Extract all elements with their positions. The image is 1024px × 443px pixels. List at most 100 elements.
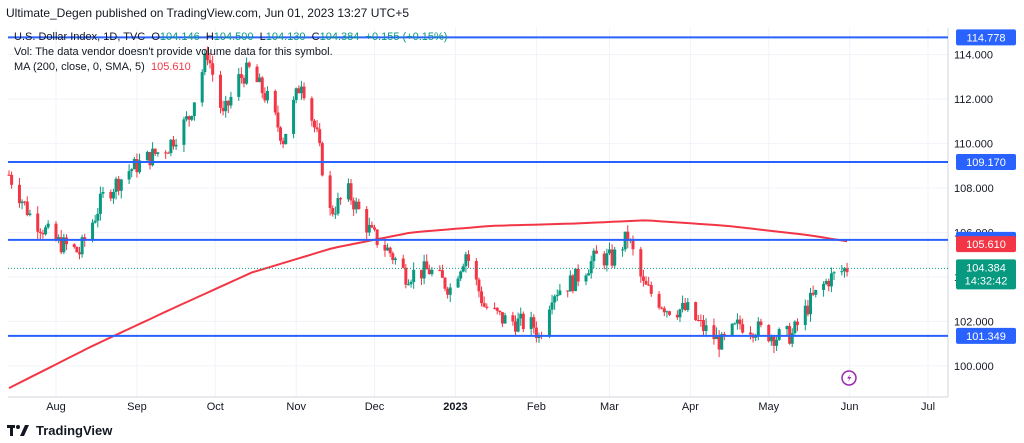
candle-body (263, 93, 267, 101)
open-value: 104.146 (159, 31, 200, 43)
candle-body (775, 339, 779, 346)
event-lightning-icon (841, 370, 857, 386)
candle-body (302, 86, 306, 99)
candle-body (320, 143, 324, 176)
candle-body (568, 275, 572, 292)
publisher-caption: Ultimate_Degen published on TradingView.… (6, 6, 410, 20)
candle-body (829, 273, 833, 287)
candle-body (62, 237, 66, 253)
level-label-bg (956, 154, 1016, 171)
ma-label: MA (200, close, 0, SMA, 5) (14, 61, 145, 73)
candle-body (587, 273, 591, 276)
candle-body (185, 116, 189, 120)
candle-body (333, 213, 337, 215)
candle-body (662, 308, 666, 313)
candle-body (117, 178, 121, 191)
candle-body (735, 319, 739, 324)
x-tick-label: Feb (527, 401, 546, 413)
candle-body (558, 290, 562, 295)
symbol-name: U.S. Dollar Index, 1D, TVC (14, 31, 146, 43)
candle-body (114, 178, 118, 192)
ma-200-line (8, 219, 848, 389)
candle-body (594, 250, 598, 254)
candle-body (827, 280, 831, 287)
candle-body (93, 220, 97, 223)
candle-body (790, 333, 794, 344)
candle-body (153, 148, 157, 154)
candle-body (696, 319, 700, 321)
candle-body (459, 271, 463, 279)
candle-body (715, 335, 719, 340)
candle-body (694, 302, 698, 320)
candle-body (681, 302, 685, 310)
candle-body (480, 291, 484, 304)
candle-body (668, 311, 672, 315)
candle-body (182, 119, 186, 145)
candle-body (513, 321, 517, 332)
candle-body (845, 268, 849, 273)
candle-body (156, 152, 160, 154)
candle-body (720, 333, 724, 350)
candle-body (281, 140, 285, 145)
candle-body (171, 139, 175, 147)
candle-body (822, 283, 826, 290)
candle-body (675, 314, 679, 318)
candle-body (247, 62, 251, 67)
candle-body (427, 269, 431, 275)
candle-body (516, 318, 520, 332)
candle-body (365, 209, 369, 233)
candle-body (331, 208, 335, 215)
x-tick-label: Nov (286, 401, 306, 413)
candle-body (192, 102, 196, 117)
candle-body (555, 294, 559, 297)
candle-body (592, 250, 596, 262)
candle-body (77, 252, 81, 255)
candle-body (532, 317, 536, 328)
candle-body (425, 261, 429, 270)
candle-body (448, 287, 452, 295)
candle-body (550, 302, 554, 310)
low-value: 104.130 (265, 31, 306, 43)
candle-body (111, 191, 115, 199)
candle-body (101, 191, 105, 194)
candle-body (294, 88, 298, 101)
candle-body (57, 237, 61, 241)
candle-body (59, 237, 63, 253)
ma-value: 105.610 (150, 61, 191, 73)
candle-body (534, 327, 538, 339)
candle-body (840, 271, 844, 273)
candle-body (169, 139, 173, 154)
countdown-label: 14:32:42 (965, 275, 1008, 287)
candle-body (456, 278, 460, 288)
candle-body (626, 231, 630, 241)
candle-body (777, 329, 781, 340)
candle-body (809, 292, 813, 315)
candle-body (54, 223, 58, 241)
candle-body (46, 223, 50, 228)
candle-body (738, 319, 742, 325)
candle-body (678, 309, 682, 318)
candle-body (793, 321, 797, 334)
candle-body (265, 90, 269, 101)
x-tick-label: Sep (127, 401, 147, 413)
legend-ohlc: U.S. Dollar Index, 1D, TVC O104.146 H104… (14, 31, 447, 43)
candle-body (375, 229, 379, 245)
candle-body (258, 77, 262, 83)
candle-body (772, 336, 776, 346)
candle-body (647, 284, 651, 286)
y-tick-label: 102.000 (954, 316, 994, 328)
y-tick-label: 114.000 (954, 50, 993, 62)
close-value: 104.384 (319, 31, 360, 43)
candle-body (17, 184, 21, 204)
candle-body (795, 321, 799, 326)
candle-body (446, 288, 450, 295)
candle-body (814, 289, 818, 295)
candle-body (72, 244, 76, 247)
candle-body (148, 151, 152, 166)
candle-body (438, 269, 442, 271)
candle-body (440, 270, 444, 278)
x-tick-label: Apr (682, 401, 699, 413)
top-bar: Ultimate_Degen published on TradingView.… (0, 0, 1024, 26)
legend-volume: Vol: The data vendor doesn't provide vol… (14, 46, 333, 58)
